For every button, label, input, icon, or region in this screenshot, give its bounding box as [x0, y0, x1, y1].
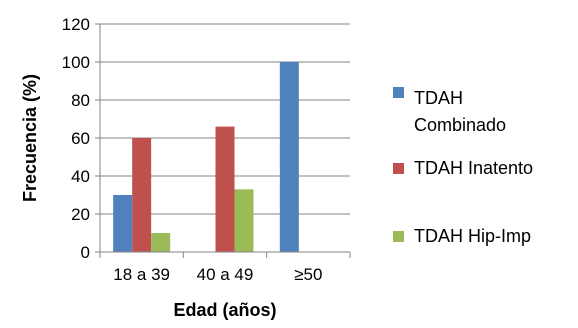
- bar: [151, 233, 171, 252]
- bar: [113, 195, 133, 252]
- legend-swatch: [393, 163, 404, 174]
- legend-swatch: [393, 231, 404, 242]
- legend-label: TDAH: [414, 88, 463, 108]
- legend-label: Combinado: [414, 115, 506, 135]
- bar: [279, 62, 299, 252]
- bar: [234, 189, 254, 252]
- y-tick-label: 40: [71, 167, 90, 186]
- y-tick-label: 100: [62, 53, 90, 72]
- bar: [215, 126, 235, 252]
- legend-swatch: [393, 87, 404, 98]
- legend-label: TDAH Hip-Imp: [414, 226, 531, 246]
- y-axis-title: Frecuencia (%): [20, 74, 40, 202]
- x-axis-title: Edad (años): [173, 300, 276, 320]
- x-tick-label: 18 a 39: [113, 265, 170, 284]
- y-tick-label: 80: [71, 91, 90, 110]
- x-tick-label: 40 a 49: [197, 265, 254, 284]
- bar: [132, 138, 152, 252]
- y-tick-label: 0: [81, 243, 90, 262]
- y-tick-label: 60: [71, 129, 90, 148]
- x-tick-label: ≥50: [294, 265, 322, 284]
- y-tick-label: 120: [62, 15, 90, 34]
- legend-label: TDAH Inatento: [414, 158, 533, 178]
- y-tick-label: 20: [71, 205, 90, 224]
